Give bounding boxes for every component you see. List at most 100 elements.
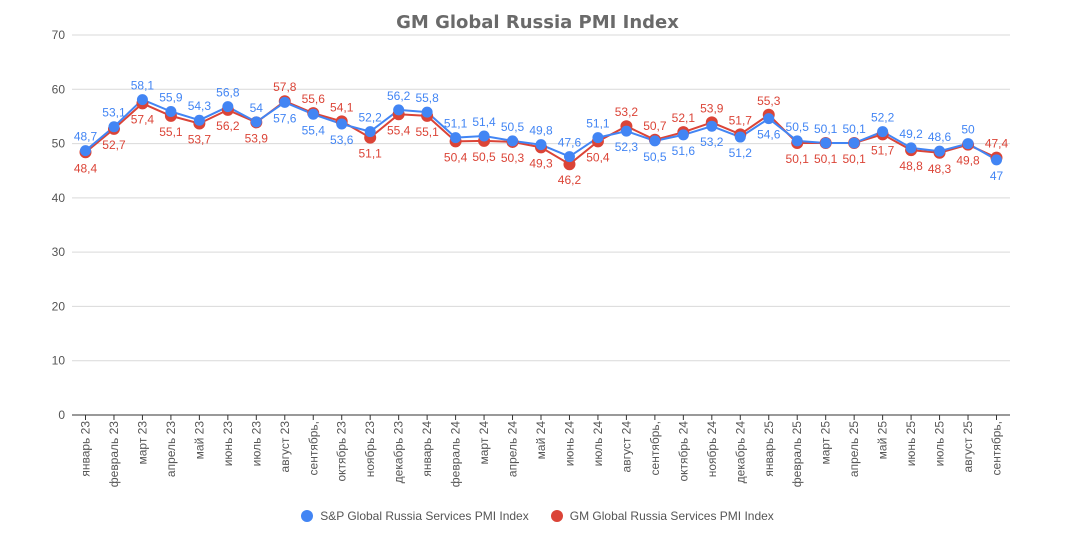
data-label-gm: 57,4 [131, 112, 155, 126]
data-label-sp: 57,6 [273, 111, 297, 125]
x-tick-label: август 24 [619, 421, 633, 473]
data-point-sp [563, 151, 575, 163]
data-point-sp [507, 135, 519, 147]
x-tick-label: июнь 25 [904, 421, 918, 467]
data-label-gm: 53,7 [188, 132, 212, 146]
data-point-sp [279, 96, 291, 108]
data-label-sp: 54 [250, 101, 264, 115]
x-tick-label: февраль 24 [449, 421, 463, 488]
data-label-sp: 50,5 [501, 120, 525, 134]
legend-marker-gm [550, 510, 563, 522]
data-label-gm: 50,7 [643, 119, 667, 133]
y-tick-label: 30 [52, 245, 66, 259]
x-tick-label: сентябрь, [648, 421, 662, 475]
data-label-gm: 55,1 [415, 125, 439, 139]
y-tick-label: 10 [52, 354, 66, 368]
chart-title: GM Global Russia PMI Index [396, 12, 679, 33]
data-label-sp: 56,8 [216, 86, 240, 100]
data-label-gm: 55,6 [302, 92, 326, 106]
data-label-gm: 53,9 [245, 131, 269, 145]
data-point-sp [250, 116, 262, 128]
data-label-sp: 47,6 [558, 136, 582, 150]
data-label-gm: 51,7 [871, 143, 895, 157]
x-tick-label: май 25 [876, 421, 890, 460]
x-tick-label: июль 25 [933, 421, 947, 467]
data-label-sp: 51,4 [472, 115, 496, 129]
y-tick-label: 20 [52, 299, 66, 313]
data-point-sp [393, 104, 405, 116]
x-tick-label: ноябрь 24 [705, 421, 719, 478]
data-label-sp: 50,1 [842, 122, 866, 136]
data-label-gm: 51,7 [729, 113, 753, 127]
legend-label-sp: S&P Global Russia Services PMI Index [320, 509, 529, 523]
data-label-gm: 52,7 [102, 138, 126, 152]
y-tick-label: 50 [52, 137, 66, 151]
data-label-gm: 47,4 [985, 137, 1009, 151]
x-tick-label: июнь 24 [562, 421, 576, 467]
data-label-gm: 46,2 [558, 173, 582, 187]
data-point-sp [535, 139, 547, 151]
legend-item-sp[interactable]: S&P Global Russia Services PMI Index [301, 509, 529, 523]
x-tick-label: февраль 25 [790, 421, 804, 488]
data-label-gm: 50,4 [444, 150, 468, 164]
data-point-sp [421, 106, 433, 118]
data-point-sp [620, 125, 632, 137]
data-point-sp [193, 114, 205, 126]
data-label-sp: 55,8 [415, 91, 439, 105]
x-tick-label: октябрь 23 [335, 421, 349, 482]
data-label-sp: 51,1 [444, 117, 468, 131]
x-tick-label: апрель 25 [847, 421, 861, 477]
x-tick-label: август 25 [961, 421, 975, 473]
data-point-sp [307, 108, 319, 120]
data-point-sp [108, 121, 120, 133]
data-label-gm: 50,1 [842, 152, 866, 166]
data-point-sp [991, 154, 1002, 166]
x-tick-label: июнь 23 [221, 421, 235, 467]
data-point-sp [706, 120, 718, 132]
data-label-gm: 53,2 [615, 105, 639, 119]
data-label-gm: 48,4 [74, 161, 98, 175]
data-label-gm: 48,8 [899, 159, 923, 173]
data-label-gm: 49,8 [956, 154, 980, 168]
data-label-gm: 50,1 [786, 152, 810, 166]
y-tick-label: 0 [58, 408, 65, 422]
data-label-gm: 49,3 [529, 156, 553, 170]
data-label-sp: 50,1 [814, 122, 838, 136]
data-label-sp: 51,1 [586, 117, 610, 131]
data-label-gm: 50,5 [472, 150, 496, 164]
data-point-sp [763, 113, 775, 125]
data-label-sp: 58,1 [131, 79, 155, 93]
data-label-gm: 50,3 [501, 151, 525, 165]
data-label-sp: 50,5 [643, 150, 667, 164]
legend-item-gm[interactable]: GM Global Russia Services PMI Index [550, 509, 774, 523]
data-label-sp: 49,8 [529, 124, 553, 138]
data-label-sp: 55,9 [159, 91, 183, 105]
data-label-gm: 50,4 [586, 150, 610, 164]
data-label-sp: 52,3 [615, 140, 639, 154]
data-label-sp: 54,6 [757, 128, 781, 142]
data-label-gm: 56,2 [216, 119, 240, 133]
x-tick-label: июль 24 [591, 421, 605, 467]
x-tick-label: декабрь 24 [733, 421, 747, 484]
x-tick-label: январь 25 [762, 421, 776, 477]
data-label-sp: 53,2 [700, 135, 724, 149]
data-label-gm: 54,1 [330, 100, 354, 114]
data-label-sp: 49,2 [899, 127, 923, 141]
data-label-gm: 50,1 [814, 152, 838, 166]
data-point-sp [934, 145, 946, 157]
data-point-sp [222, 101, 234, 113]
x-tick-label: декабрь 23 [392, 421, 406, 484]
data-label-sp: 51,6 [672, 144, 696, 158]
data-point-sp [478, 130, 490, 142]
data-point-sp [80, 145, 91, 157]
data-label-sp: 52,2 [359, 111, 383, 125]
x-tick-label: март 23 [135, 421, 149, 465]
data-label-sp: 50 [961, 123, 975, 137]
data-label-sp: 48,7 [74, 130, 98, 144]
x-tick-label: июль 23 [249, 421, 263, 467]
data-point-sp [848, 137, 860, 149]
x-tick-label: март 25 [819, 421, 833, 465]
x-tick-label: март 24 [477, 421, 491, 465]
